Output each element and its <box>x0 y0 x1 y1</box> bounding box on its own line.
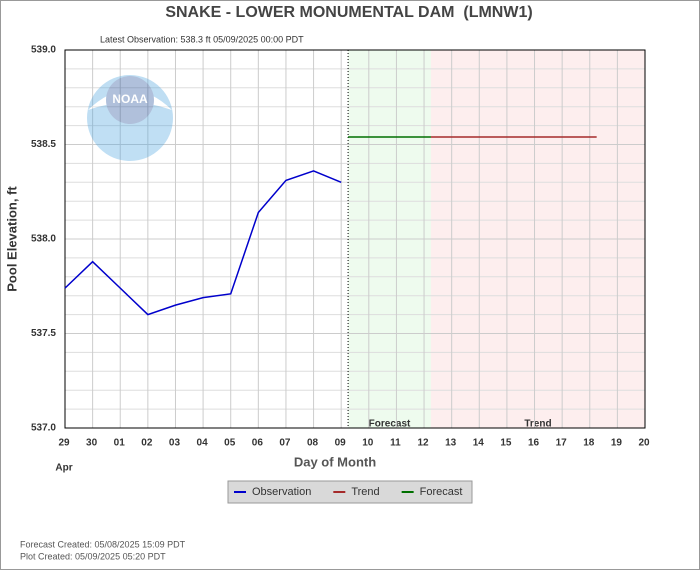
plot-area: Forecast Trend <box>64 49 646 430</box>
x-tick-label: 07 <box>279 438 291 449</box>
legend-label: Forecast <box>420 486 463 498</box>
x-tick-label: 04 <box>197 438 209 449</box>
x-tick-label: 15 <box>500 438 512 449</box>
x-tick-label: 18 <box>583 438 595 449</box>
svg-text:NOAA: NOAA <box>112 92 148 106</box>
x-tick-label: 10 <box>362 438 374 449</box>
footer-text: Plot Created: 05/09/2025 05:20 PDT <box>20 551 166 561</box>
x-tick-label: 19 <box>611 438 623 449</box>
y-tick-label: 537.5 <box>31 328 56 339</box>
noaa-logo: NOAA <box>87 75 173 161</box>
x-tick-label: 30 <box>86 438 98 449</box>
legend-label: Trend <box>351 486 379 498</box>
x-tick-label: 14 <box>473 438 485 449</box>
x-tick-label: 05 <box>224 438 236 449</box>
x-tick-label: 06 <box>252 438 264 449</box>
x-tick-label: 01 <box>114 438 126 449</box>
y-tick-label: 539.0 <box>31 45 56 56</box>
region-label: Forecast <box>369 419 411 430</box>
x-sublabel: Apr <box>55 463 72 474</box>
footer-text: Forecast Created: 05/08/2025 15:09 PDT <box>20 539 186 549</box>
chart-title: SNAKE - LOWER MONUMENTAL DAM (LMNW1) <box>165 4 532 21</box>
x-tick-label: 13 <box>445 438 457 449</box>
y-axis-label: Pool Elevation, ft <box>4 186 19 292</box>
legend-box <box>227 480 473 504</box>
x-tick-label: 02 <box>141 438 153 449</box>
x-tick-label: 03 <box>169 438 181 449</box>
x-tick-label: 17 <box>556 438 568 449</box>
subtitle: Latest Observation: 538.3 ft 05/09/2025 … <box>100 34 304 44</box>
x-tick-label: 12 <box>417 438 429 449</box>
x-tick-label: 08 <box>307 438 319 449</box>
y-tick-label: 538.0 <box>31 234 56 245</box>
legend-label: Observation <box>252 486 311 498</box>
region-label: Trend <box>524 419 551 430</box>
x-tick-label: 29 <box>58 438 70 449</box>
x-tick-label: 09 <box>335 438 347 449</box>
x-tick-label: 11 <box>390 438 401 449</box>
x-tick-label: 16 <box>528 438 540 449</box>
y-tick-label: 537.0 <box>31 423 56 434</box>
series-line <box>64 170 342 316</box>
x-tick-label: 20 <box>638 438 650 449</box>
plot-border <box>64 49 646 429</box>
legend: Observation Trend Forecast <box>227 480 473 504</box>
y-tick-label: 538.5 <box>31 139 56 150</box>
x-axis-label: Day of Month <box>294 454 376 469</box>
